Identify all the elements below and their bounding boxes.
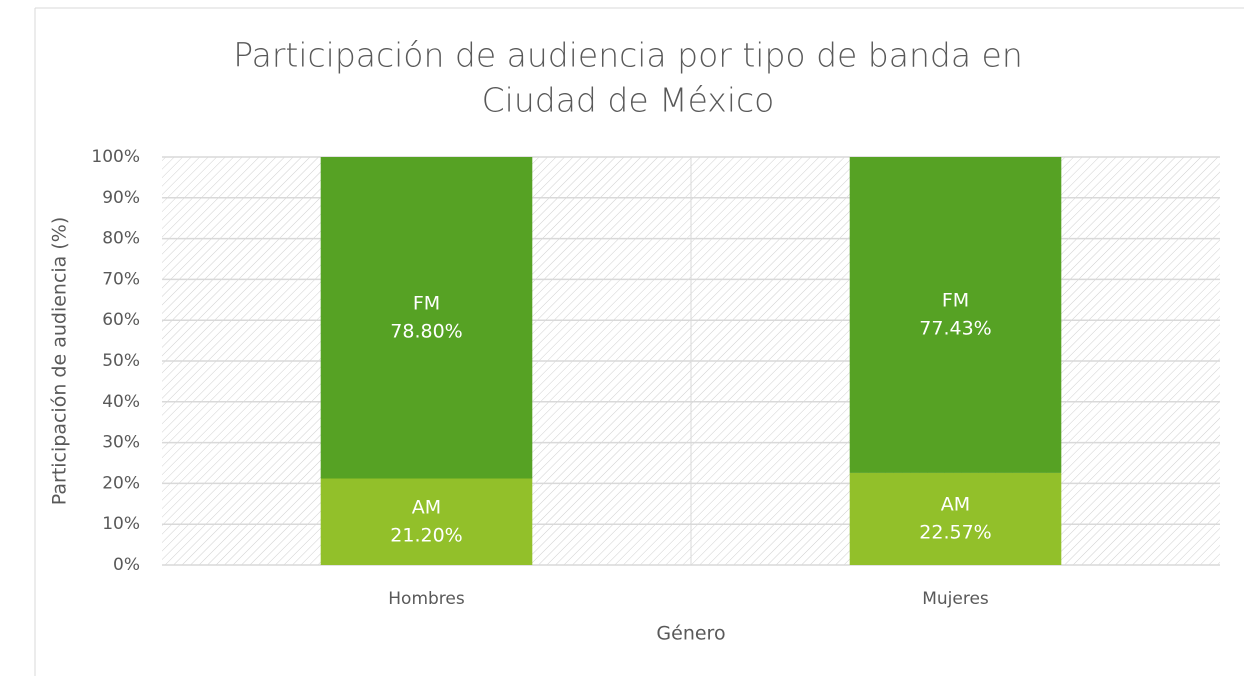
bar-segment bbox=[320, 478, 533, 565]
y-tick-label: 0% bbox=[113, 555, 140, 575]
data-label-name: FM bbox=[942, 289, 969, 311]
y-tick-label: 60% bbox=[102, 310, 140, 330]
bar-segment bbox=[849, 472, 1062, 565]
x-axis-title: Género bbox=[656, 623, 725, 645]
data-label-name: AM bbox=[412, 496, 441, 518]
data-label: 77.43% bbox=[919, 317, 991, 339]
y-tick-label: 10% bbox=[102, 514, 140, 534]
chart-title: Ciudad de México bbox=[482, 81, 775, 120]
y-tick-label: 50% bbox=[102, 351, 140, 371]
y-tick-label: 90% bbox=[102, 188, 140, 208]
y-tick-label: 70% bbox=[102, 269, 140, 289]
x-tick-label: Hombres bbox=[388, 589, 465, 609]
x-tick-label: Mujeres bbox=[922, 589, 989, 609]
bar-segment bbox=[849, 157, 1062, 473]
y-axis-title: Participación de audiencia (%) bbox=[49, 217, 71, 505]
y-tick-label: 30% bbox=[102, 433, 140, 453]
data-label-name: FM bbox=[413, 292, 440, 314]
data-label-name: AM bbox=[941, 493, 970, 515]
y-tick-label: 80% bbox=[102, 229, 140, 249]
y-tick-label: 20% bbox=[102, 473, 140, 493]
y-tick-label: 40% bbox=[102, 392, 140, 412]
data-label: 21.20% bbox=[390, 524, 462, 546]
data-label: 22.57% bbox=[919, 521, 991, 543]
data-label: 78.80% bbox=[390, 320, 462, 342]
bar-segment bbox=[320, 157, 533, 479]
chart-title: Participación de audiencia por tipo de b… bbox=[233, 36, 1023, 75]
y-tick-label: 100% bbox=[91, 147, 140, 167]
